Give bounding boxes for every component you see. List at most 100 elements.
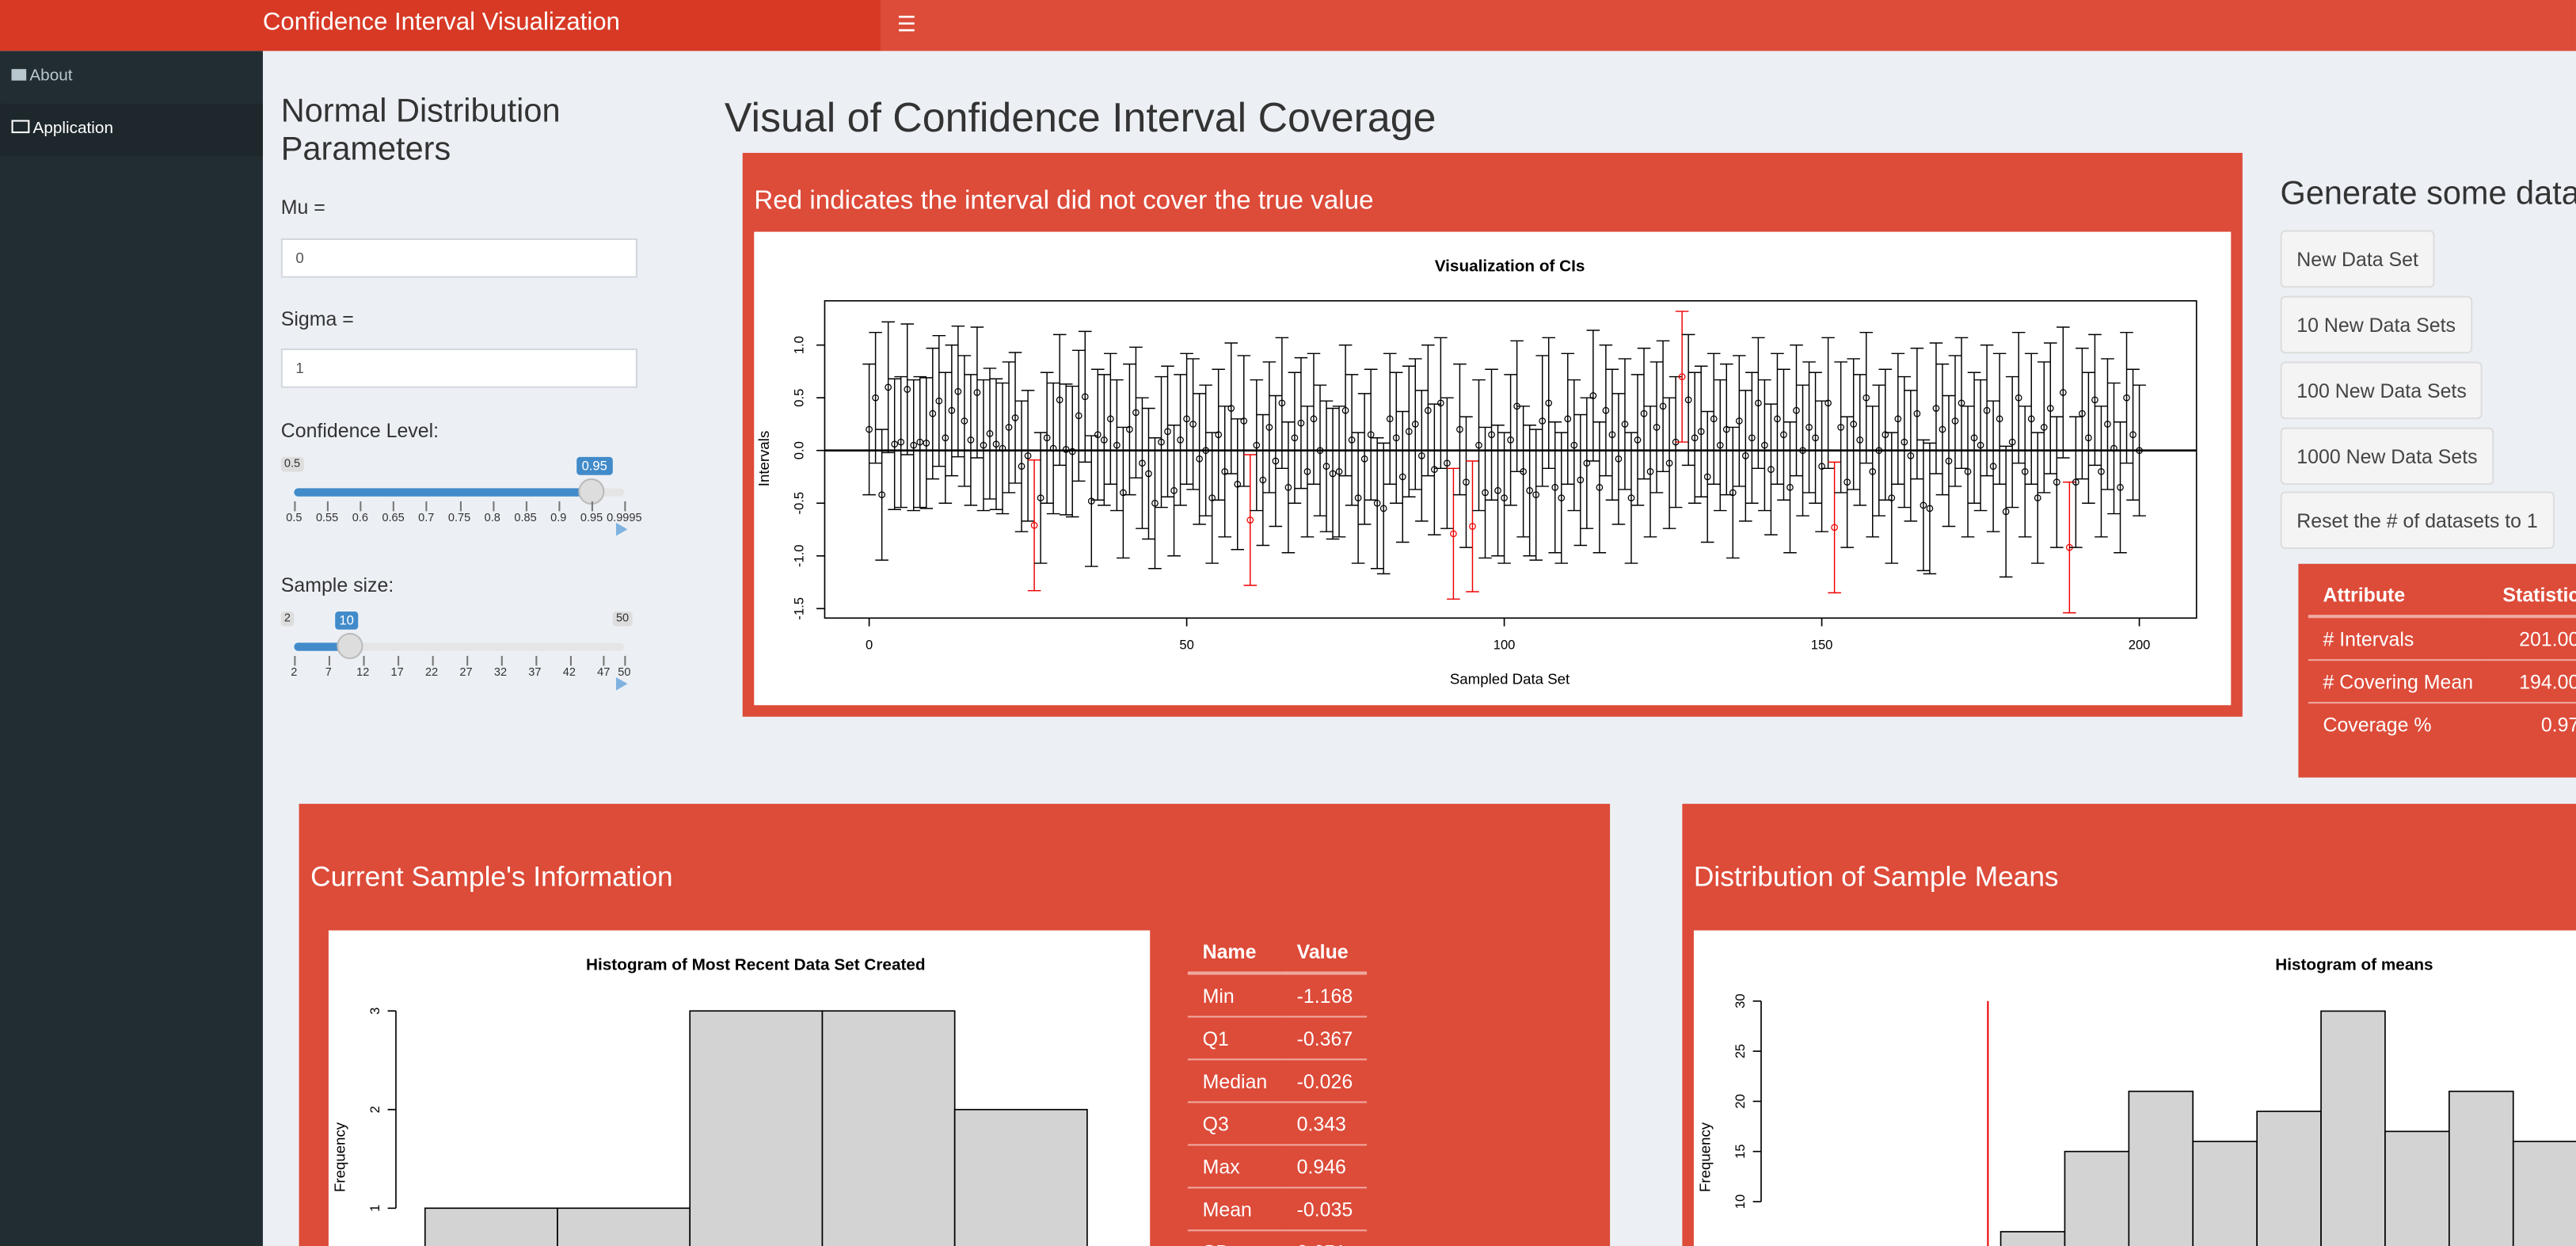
error-bar [1148, 437, 1162, 570]
interval-center [1532, 491, 1540, 498]
button[interactable]: Reset the # of datasets to 1 [2280, 491, 2555, 550]
slider-play[interactable] [615, 676, 628, 691]
slider-handle[interactable] [336, 632, 363, 660]
interval-center [986, 430, 994, 437]
interval-center [1665, 459, 1673, 467]
interval-center [1120, 489, 1127, 497]
error-bar [1840, 416, 1854, 548]
interval-center [1913, 410, 1921, 417]
interval-center [1469, 523, 1476, 530]
interval-center [1526, 486, 1534, 494]
error-bar [1986, 400, 2000, 532]
slider-play[interactable] [615, 522, 628, 536]
error-bar [1548, 421, 1562, 554]
error-bar [1002, 361, 1016, 493]
interval-center [1989, 463, 1997, 471]
interval-center [1265, 424, 1273, 431]
x-tick-label: 50 [1179, 638, 1193, 653]
table-cell: Max [1187, 1144, 1282, 1188]
interval-center [1335, 467, 1343, 475]
interval-center [1087, 497, 1095, 505]
error-bar [1999, 445, 2013, 578]
table-cell: -0.026 [1281, 1058, 1368, 1103]
error-bar [1904, 390, 1918, 522]
sigma-input[interactable]: 1 [280, 348, 637, 388]
error-bar [926, 347, 940, 480]
interval-center [1234, 480, 1242, 488]
interval-center [1488, 431, 1495, 439]
slider-tick [500, 656, 503, 666]
table-row: Q1 -0.367 [1187, 1015, 1368, 1060]
interval-center [885, 383, 892, 391]
sample-size-slider[interactable]: 2 50 10 2 7 12 17 22 27 32 37 42 47 50 [280, 611, 642, 694]
slider-tick [294, 656, 296, 666]
error-bar [1618, 358, 1632, 490]
slider-tick-label: 0.8 [484, 512, 500, 524]
error-bar [1071, 349, 1086, 482]
interval-center [1392, 434, 1400, 442]
x-tick-label: 200 [2129, 638, 2151, 653]
table-header: Statistic [2487, 573, 2576, 619]
error-bar [1472, 379, 1486, 512]
button[interactable]: New Data Set [2280, 230, 2435, 288]
button[interactable]: 100 New Data Sets [2280, 361, 2483, 420]
button[interactable]: 1000 New Data Sets [2280, 427, 2494, 486]
error-bar [1186, 358, 1200, 490]
error-bar [2069, 416, 2083, 548]
confidence-slider[interactable]: 0.5 0.95 0.5 0.55 0.6 0.65 0.7 0.75 0.8 0.85 0.9 0.… [280, 456, 642, 539]
error-bar [1065, 385, 1079, 518]
y-axis-label: Intervals [755, 431, 772, 487]
error-bar [1649, 361, 1664, 493]
interval-center [1221, 467, 1229, 475]
interval-center [1589, 392, 1597, 399]
error-bar [1205, 432, 1219, 564]
error-bar [995, 382, 1010, 515]
error-bar [1262, 361, 1277, 493]
interval-center [992, 440, 1000, 448]
error-bar [989, 378, 1003, 510]
histogram-bar [2320, 1010, 2386, 1246]
error-bar [907, 379, 921, 512]
button[interactable]: 10 New Data Sets [2280, 295, 2472, 354]
active-item-bg [0, 103, 263, 157]
error-bar [1700, 410, 1714, 543]
error-bar [1014, 400, 1029, 532]
slider-tick [558, 501, 561, 512]
error-bar [1212, 368, 1225, 501]
error-bar [1777, 368, 1790, 501]
error-bar [894, 375, 907, 509]
interval-center [1501, 494, 1508, 501]
sidebar [0, 51, 263, 1246]
error-bar [1021, 390, 1035, 522]
interval-center [1240, 417, 1248, 425]
interval-center [1678, 373, 1686, 380]
error-bar [1599, 344, 1613, 477]
slider-tick [294, 501, 296, 512]
error-bar [1059, 383, 1073, 516]
slider-handle[interactable] [578, 478, 605, 505]
interval-center [1583, 459, 1591, 467]
menu-item[interactable]: About [11, 67, 73, 86]
interval-center [1158, 438, 1165, 446]
error-bar [1853, 374, 1866, 506]
error-bar [1542, 337, 1556, 470]
slider-tick-label: 50 [618, 667, 631, 680]
slider-tick-label: 0.75 [447, 512, 471, 524]
slider-tick-label: 32 [493, 667, 508, 680]
interval-center [935, 397, 943, 405]
interval-center [1068, 448, 1076, 455]
error-bar [1681, 333, 1695, 467]
error-bar [1662, 397, 1676, 529]
x-axis-label: Sampled Data Set [1450, 670, 1570, 687]
error-bar [1078, 330, 1092, 463]
interval-center [2040, 424, 2048, 431]
error-bar [1155, 375, 1168, 509]
menu-toggle[interactable]: ☰ [896, 11, 916, 36]
error-bar [1878, 368, 1893, 501]
interval-center [1246, 516, 1254, 524]
menu-item[interactable]: Application [11, 120, 113, 138]
error-bar [2005, 375, 2019, 509]
table-cell: 0.651 [1281, 1229, 1368, 1246]
mu-input[interactable]: 0 [280, 238, 637, 278]
interval-center [1354, 494, 1362, 501]
